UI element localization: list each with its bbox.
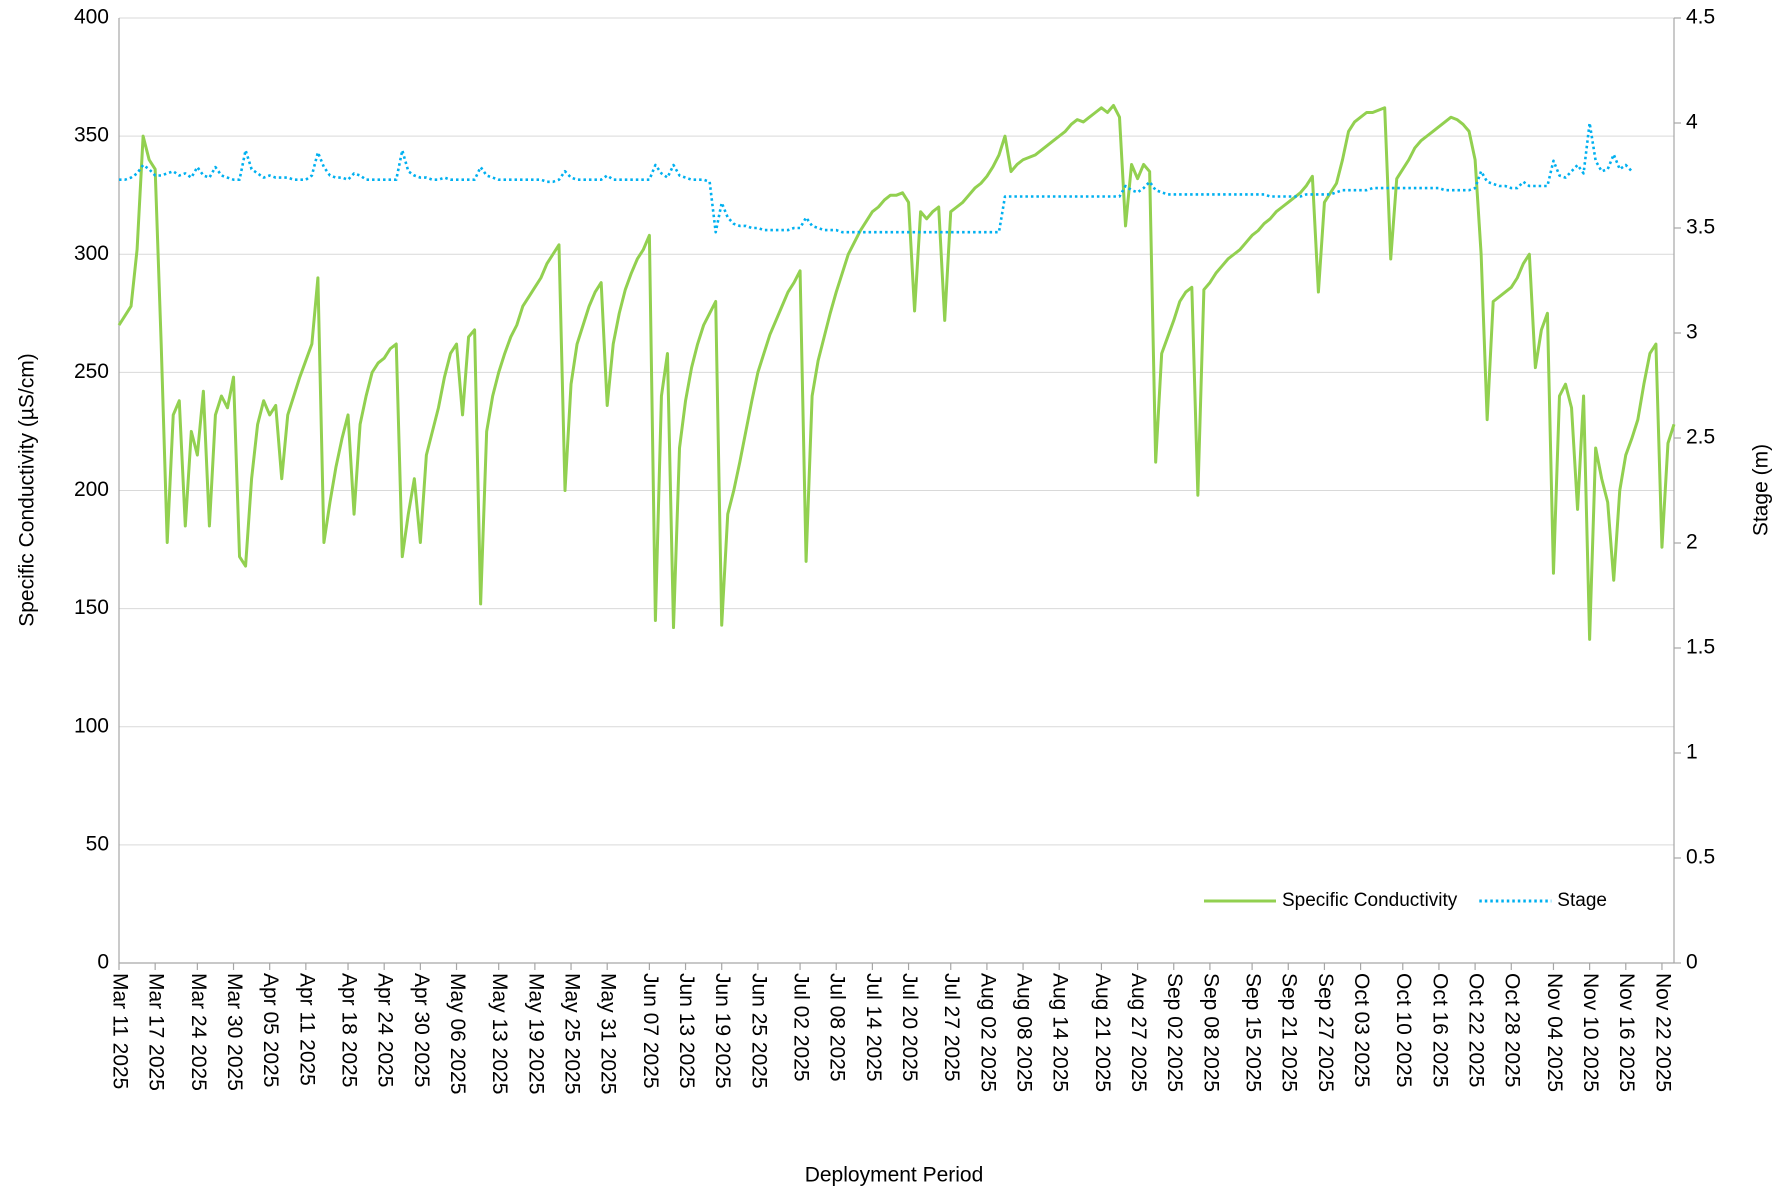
x-axis-title: Deployment Period — [805, 1164, 984, 1187]
series-line — [119, 121, 1633, 234]
x-tick-label: Nov 16 2025 — [1615, 973, 1638, 1092]
x-tick-label: Sep 15 2025 — [1242, 973, 1265, 1092]
x-tick-label: Aug 21 2025 — [1091, 973, 1114, 1092]
x-tick-label: Sep 27 2025 — [1314, 973, 1337, 1092]
x-tick-label: Aug 14 2025 — [1049, 973, 1072, 1092]
y-tick-label: 300 — [74, 242, 109, 265]
x-tick-label: Nov 10 2025 — [1579, 973, 1602, 1092]
x-tick-label: May 19 2025 — [524, 973, 547, 1094]
x-tick-label: Jul 08 2025 — [826, 973, 849, 1082]
x-tick-label: Oct 03 2025 — [1350, 973, 1373, 1087]
x-tick-label: Mar 11 2025 — [108, 973, 131, 1089]
y2-tick-label: 3.5 — [1686, 216, 1715, 239]
x-tick-label: Jun 13 2025 — [675, 973, 698, 1089]
x-tick-label: Jul 27 2025 — [940, 973, 963, 1082]
x-tick-label: Aug 08 2025 — [1013, 973, 1036, 1092]
x-tick-label: May 31 2025 — [597, 973, 620, 1094]
x-tick-label: Oct 10 2025 — [1392, 973, 1415, 1087]
x-tick-label: Mar 30 2025 — [223, 973, 246, 1091]
y-tick-label: 350 — [74, 124, 109, 147]
y-tick-label: 50 — [86, 832, 109, 855]
x-tick-label: Oct 22 2025 — [1465, 973, 1488, 1087]
x-tick-label: Jun 25 2025 — [747, 973, 770, 1089]
x-tick-label: Jul 02 2025 — [790, 973, 813, 1082]
x-tick-label: Oct 16 2025 — [1428, 973, 1451, 1087]
x-tick-label: Sep 02 2025 — [1163, 973, 1186, 1092]
x-tick-label: Nov 04 2025 — [1543, 973, 1566, 1092]
y2-tick-label: 2 — [1686, 531, 1698, 554]
y2-tick-label: 3 — [1686, 321, 1698, 344]
x-tick-label: Mar 17 2025 — [145, 973, 168, 1091]
x-tick-label: Oct 28 2025 — [1501, 973, 1524, 1087]
x-tick-label: Jul 14 2025 — [862, 973, 885, 1082]
y2-tick-label: 4.5 — [1686, 6, 1715, 29]
y-tick-label: 250 — [74, 360, 109, 383]
x-tick-label: Apr 30 2025 — [410, 973, 433, 1087]
series-line — [117, 103, 1676, 641]
x-tick-label: Apr 24 2025 — [374, 973, 397, 1087]
y2-tick-label: 4 — [1686, 111, 1698, 134]
y2-tick-label: 0.5 — [1686, 846, 1715, 869]
x-tick-label: Apr 11 2025 — [295, 973, 318, 1086]
y-tick-label: 0 — [97, 951, 109, 974]
y2-tick-label: 2.5 — [1686, 426, 1715, 449]
y-tick-label: 200 — [74, 478, 109, 501]
y2-tick-label: 0 — [1686, 951, 1698, 974]
x-tick-label: Aug 02 2025 — [976, 973, 999, 1092]
y-tick-label: 150 — [74, 596, 109, 619]
y-axis-title: Specific Conductivity (µS/cm) — [16, 353, 39, 627]
x-tick-label: Sep 08 2025 — [1199, 973, 1222, 1092]
x-tick-label: Jul 20 2025 — [898, 973, 921, 1082]
x-tick-label: Aug 27 2025 — [1127, 973, 1150, 1092]
x-tick-label: Apr 05 2025 — [259, 973, 282, 1087]
y2-axis-title: Stage (m) — [1750, 444, 1773, 536]
y2-tick-label: 1.5 — [1686, 636, 1715, 659]
x-tick-label: Jun 19 2025 — [711, 973, 734, 1089]
x-tick-label: May 25 2025 — [560, 973, 583, 1094]
x-tick-label: Mar 24 2025 — [187, 973, 210, 1091]
y2-tick-label: 1 — [1686, 741, 1698, 764]
x-tick-label: Apr 18 2025 — [337, 973, 360, 1087]
legend-label: Stage — [1557, 890, 1607, 911]
y-tick-label: 100 — [74, 714, 109, 737]
y-tick-label: 400 — [74, 6, 109, 29]
x-tick-label: May 06 2025 — [446, 973, 469, 1094]
x-tick-label: Sep 21 2025 — [1278, 973, 1301, 1092]
x-tick-label: Nov 22 2025 — [1651, 973, 1674, 1092]
legend-label: Specific Conductivity — [1282, 890, 1458, 911]
x-tick-label: May 13 2025 — [488, 973, 511, 1094]
x-tick-label: Jun 07 2025 — [639, 973, 662, 1089]
